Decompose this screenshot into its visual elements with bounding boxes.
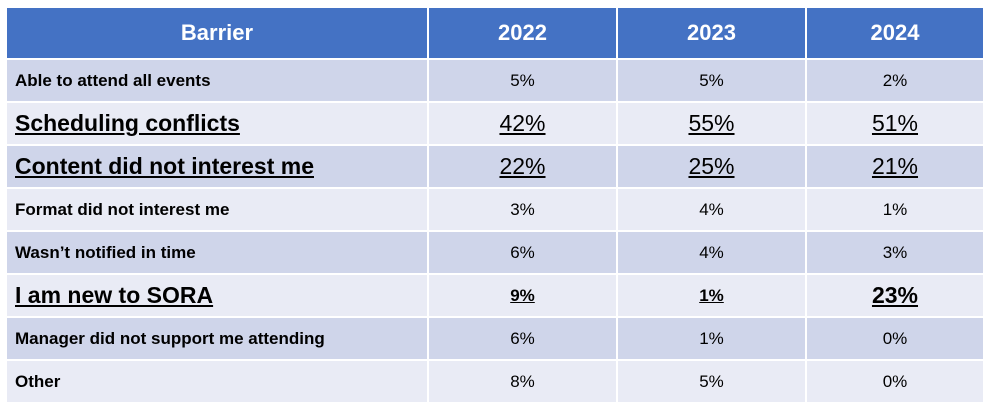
cell-2022: 5% <box>427 58 618 103</box>
cell-2024: 3% <box>805 230 985 275</box>
table-row: Format did not interest me 3% 4% 1% <box>5 187 985 232</box>
header-row: Barrier 2022 2023 2024 <box>5 6 985 60</box>
cell-2022: 8% <box>427 359 618 404</box>
cell-2023: 5% <box>616 58 807 103</box>
table-row: Other 8% 5% 0% <box>5 359 985 404</box>
row-label: Manager did not support me attending <box>5 316 429 361</box>
row-label: I am new to SORA <box>5 273 429 318</box>
table-row: Wasn’t notified in time 6% 4% 3% <box>5 230 985 275</box>
cell-2024: 1% <box>805 187 985 232</box>
cell-2023: 25% <box>616 144 807 189</box>
cell-2024: 2% <box>805 58 985 103</box>
cell-2023: 1% <box>616 316 807 361</box>
cell-2023: 1% <box>616 273 807 318</box>
cell-2022: 22% <box>427 144 618 189</box>
table-row: I am new to SORA 9% 1% 23% <box>5 273 985 318</box>
cell-2023: 5% <box>616 359 807 404</box>
header-2023: 2023 <box>616 6 807 60</box>
row-label: Other <box>5 359 429 404</box>
cell-2024: 0% <box>805 359 985 404</box>
cell-2023: 4% <box>616 230 807 275</box>
header-2024: 2024 <box>805 6 985 60</box>
row-label: Content did not interest me <box>5 144 429 189</box>
row-label: Able to attend all events <box>5 58 429 103</box>
cell-2022: 6% <box>427 316 618 361</box>
cell-2022: 9% <box>427 273 618 318</box>
table-row: Able to attend all events 5% 5% 2% <box>5 58 985 103</box>
cell-2023: 4% <box>616 187 807 232</box>
cell-2024: 23% <box>805 273 985 318</box>
table-row: Manager did not support me attending 6% … <box>5 316 985 361</box>
table-row: Content did not interest me 22% 25% 21% <box>5 144 985 189</box>
table-row: Scheduling conflicts 42% 55% 51% <box>5 101 985 146</box>
header-2022: 2022 <box>427 6 618 60</box>
row-label: Format did not interest me <box>5 187 429 232</box>
cell-2022: 3% <box>427 187 618 232</box>
cell-2024: 21% <box>805 144 985 189</box>
cell-2022: 42% <box>427 101 618 146</box>
row-label: Wasn’t notified in time <box>5 230 429 275</box>
cell-2023: 55% <box>616 101 807 146</box>
row-label: Scheduling conflicts <box>5 101 429 146</box>
cell-2024: 51% <box>805 101 985 146</box>
barrier-table: Barrier 2022 2023 2024 Able to attend al… <box>5 6 985 404</box>
cell-2022: 6% <box>427 230 618 275</box>
cell-2024: 0% <box>805 316 985 361</box>
header-barrier: Barrier <box>5 6 429 60</box>
